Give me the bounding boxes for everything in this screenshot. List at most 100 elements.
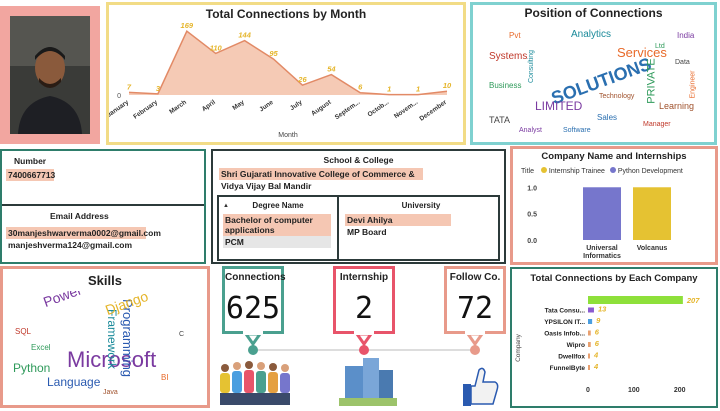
follow-card-title: Follow Co.	[449, 272, 501, 283]
education-panel: School & College Shri Gujarati Innovativ…	[211, 149, 506, 264]
x-tick-label: 100	[628, 387, 640, 394]
position-wordcloud-panel: Position of Connections SOLUTIONS Service…	[470, 2, 717, 145]
legend-trainee[interactable]: Internship Trainee	[548, 168, 605, 175]
email-primary: 30manjeshwarverma0002@gmail.com	[6, 227, 161, 239]
x-tick-label: January	[109, 99, 130, 119]
position-word: Software	[563, 127, 591, 134]
company-connections-title: Total Connections by Each Company	[530, 273, 698, 284]
position-wordcloud: SOLUTIONS Services LIMITED PRIVATE Systems An…	[479, 23, 711, 139]
area-line	[128, 29, 448, 96]
position-word: Manager	[643, 121, 671, 128]
position-word: PRIVATE	[645, 58, 658, 104]
position-word: Data	[675, 59, 690, 66]
data-label: 110	[210, 43, 223, 52]
x-tick-label: Novem...	[393, 99, 419, 120]
company-bar[interactable]	[588, 330, 591, 336]
position-word: Consulting	[528, 49, 536, 84]
x-tick-label: July	[289, 99, 304, 112]
y-tick-label: 0	[117, 93, 121, 100]
data-label: 54	[327, 65, 336, 74]
y-tick-label: 0.5	[527, 212, 537, 219]
follow-card-value: 72	[456, 291, 494, 326]
skill-word: Power	[41, 291, 84, 311]
skill-word: Framework	[105, 309, 119, 370]
x-tick-label: April	[201, 99, 217, 113]
school-label: School & College	[323, 155, 394, 165]
skill-word: Excel	[31, 343, 51, 352]
connections-card-title: Connections	[225, 272, 286, 283]
internship-bar[interactable]	[583, 187, 621, 240]
data-label: 6	[595, 339, 600, 348]
degree-label: Degree Name	[252, 201, 304, 210]
connections-card: Connections 625	[222, 266, 286, 334]
email-label: Email Address	[50, 211, 109, 221]
company-bar[interactable]	[588, 353, 590, 359]
university-label: University	[401, 201, 441, 210]
x-tick-label: 0	[586, 387, 590, 394]
x-tick-label: Informatics	[583, 253, 621, 260]
skill-word: Microsoft	[67, 347, 157, 372]
skills-title: Skills	[88, 273, 122, 288]
position-word: Analytics	[571, 29, 612, 40]
company-bar[interactable]	[588, 342, 591, 347]
data-label: 144	[238, 31, 251, 40]
internship-card-title: Internship	[339, 272, 389, 283]
legend-python[interactable]: Python Development	[617, 168, 683, 175]
data-label: 9	[596, 316, 601, 325]
data-label: 207	[686, 296, 700, 305]
data-label: 26	[297, 75, 307, 84]
internship-bar[interactable]	[633, 187, 671, 240]
position-word: Business	[489, 81, 522, 90]
skill-word: C	[179, 331, 185, 338]
x-tick-label: Universal	[586, 245, 618, 252]
skills-wordcloud: Microsoft Programming Framework Django Power…	[7, 291, 205, 405]
data-label: 13	[598, 305, 607, 314]
data-label: 10	[443, 81, 452, 90]
avatar	[10, 16, 90, 134]
internships-title: Company Name and Internships	[541, 151, 687, 162]
position-word: India	[677, 31, 695, 40]
position-word: Systems	[489, 51, 528, 62]
x-tick-label: June	[258, 99, 275, 114]
skills-panel: Skills Microsoft Programming Framework Djan…	[0, 266, 210, 408]
data-label: 4	[593, 362, 599, 371]
position-word: Technology	[599, 93, 635, 100]
y-tick-label: Oasis Infob...	[544, 331, 585, 338]
y-tick-label: Tata Consu...	[545, 308, 586, 315]
connections-card-value: 625	[225, 291, 281, 326]
internship-card-value: 2	[354, 291, 374, 326]
office-buildings-icon	[339, 358, 397, 406]
x-tick-label: February	[132, 99, 159, 121]
y-tick-label: FunnelByte	[550, 365, 586, 372]
email-secondary: manjeshverma124@gmail.com	[6, 239, 146, 251]
degree-1: Bachelor of computer applications	[223, 214, 331, 236]
position-word: Engineer	[689, 70, 697, 99]
company-bar[interactable]	[588, 365, 590, 370]
data-label: 1	[416, 85, 420, 94]
internships-legend: Title Internship Trainee Python Developm…	[521, 167, 683, 175]
school-2: Vidya Vijay Bal Mandir	[219, 180, 423, 192]
x-tick-label: 200	[674, 387, 686, 394]
number-label: Number	[14, 156, 47, 166]
skill-word: Java	[103, 389, 118, 396]
company-bar[interactable]	[588, 307, 594, 313]
legend-dot-trainee	[540, 167, 547, 173]
position-word: TATA	[489, 115, 510, 125]
position-word: Analyst	[519, 127, 542, 134]
skill-word: SQL	[15, 327, 32, 336]
company-bar[interactable]	[588, 296, 683, 304]
data-label: 1	[387, 85, 391, 94]
connections-by-month-title: Total Connections by Month	[205, 7, 367, 21]
legend-dot-python	[609, 167, 616, 173]
y-tick-label: Dwellfox	[558, 354, 585, 361]
person-photo-icon	[10, 16, 90, 134]
x-tick-label: Septem...	[334, 99, 362, 121]
data-label: 169	[181, 21, 194, 30]
follow-card: Follow Co. 72	[444, 266, 506, 334]
company-bar[interactable]	[588, 319, 593, 324]
people-group-icon	[220, 361, 290, 405]
sort-up-icon[interactable]: ▲	[223, 203, 229, 209]
data-label: 4	[593, 351, 599, 360]
data-label: 6	[358, 83, 363, 92]
